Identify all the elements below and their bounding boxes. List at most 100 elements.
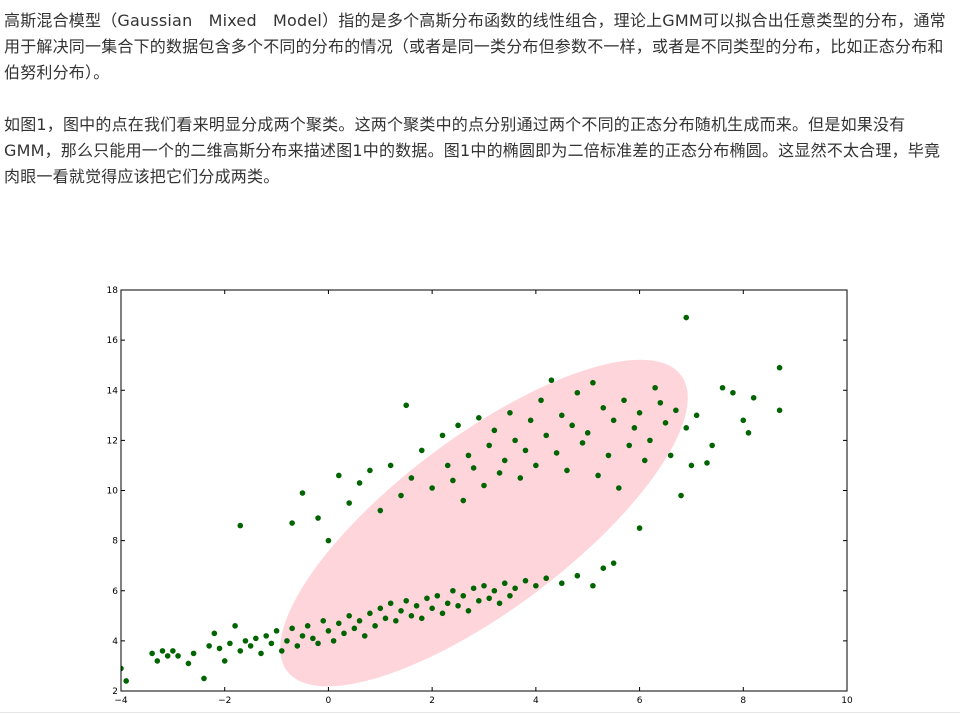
data-point [631, 425, 638, 431]
data-point [709, 442, 715, 449]
data-point [476, 597, 482, 604]
data-point [418, 447, 425, 454]
data-point [460, 592, 467, 599]
x-tick-label: −2 [218, 696, 231, 706]
data-point [247, 643, 254, 649]
data-point [678, 492, 684, 499]
data-point [336, 620, 342, 627]
data-point [616, 485, 622, 491]
data-point [740, 417, 747, 424]
data-point [336, 472, 342, 479]
data-point [450, 477, 456, 484]
data-point [299, 633, 306, 639]
data-point [657, 399, 664, 406]
data-point [439, 610, 446, 617]
data-point [574, 389, 581, 396]
data-point [647, 437, 653, 444]
data-point [590, 379, 596, 386]
data-point [491, 587, 498, 594]
data-point [164, 653, 171, 659]
data-point [636, 410, 643, 416]
data-point [398, 608, 404, 614]
std-ellipse [280, 359, 688, 687]
data-point [159, 648, 166, 654]
intro-paragraph: 高斯混合模型（Gaussian Mixed Model）指的是多个高斯分布函数的… [4, 11, 946, 82]
data-point [242, 638, 249, 644]
data-point [636, 525, 643, 531]
data-point [465, 452, 472, 459]
data-point [361, 633, 368, 639]
data-point [367, 610, 373, 617]
y-tick-label: 12 [107, 436, 118, 446]
data-point [299, 490, 306, 496]
data-point [496, 470, 503, 476]
data-point [595, 472, 601, 479]
data-point [558, 412, 565, 419]
data-point [221, 658, 228, 664]
data-point [439, 432, 446, 439]
data-point [538, 397, 544, 404]
axes: −4 −2 0 2 4 6 8 10 2 4 6 8 10 12 14 16 18 [107, 286, 853, 706]
data-point [170, 648, 176, 654]
data-point [346, 500, 352, 506]
y-tick-label: 14 [107, 386, 119, 396]
data-point [491, 427, 498, 434]
data-point [367, 467, 373, 474]
data-point [325, 537, 332, 544]
data-point [185, 660, 192, 667]
data-point [517, 475, 524, 481]
data-point [512, 437, 518, 444]
data-point [673, 407, 679, 414]
data-point [683, 314, 690, 321]
data-point [564, 467, 570, 474]
data-point [501, 457, 508, 464]
data-point [289, 625, 295, 632]
y-tick-label: 2 [112, 687, 118, 697]
data-point [584, 430, 591, 436]
data-point [455, 602, 461, 609]
data-point [460, 497, 467, 504]
data-point [377, 507, 384, 514]
data-point [450, 587, 456, 594]
data-point [294, 643, 301, 649]
data-point [719, 384, 726, 391]
x-tick-label: 4 [533, 696, 539, 706]
data-point [190, 650, 197, 657]
data-point [253, 635, 259, 642]
y-tick-label: 4 [112, 637, 118, 647]
data-point [626, 442, 632, 449]
data-point [776, 407, 783, 414]
data-point [481, 582, 487, 589]
plot-area [121, 314, 783, 687]
data-point [590, 582, 596, 589]
data-point [533, 462, 539, 469]
data-point [320, 618, 327, 624]
data-point [470, 465, 477, 471]
y-tick-label: 16 [107, 336, 119, 346]
scatter-chart: −4 −2 0 2 4 6 8 10 2 4 6 8 10 12 14 16 18 [107, 286, 853, 706]
data-point [403, 597, 410, 604]
data-point [610, 560, 617, 566]
data-point [273, 628, 280, 634]
data-point [481, 482, 487, 489]
data-point [227, 640, 233, 647]
data-point [610, 417, 617, 424]
data-point [206, 643, 212, 649]
data-point [121, 665, 124, 672]
data-point [232, 623, 238, 629]
data-point [501, 580, 508, 587]
data-point [693, 412, 700, 419]
data-point [600, 565, 607, 571]
data-point [621, 397, 627, 404]
data-point [548, 377, 555, 384]
data-point [600, 404, 607, 411]
data-point [750, 394, 757, 401]
data-point [730, 389, 736, 396]
data-point [330, 638, 337, 644]
data-point [579, 440, 586, 446]
y-tick-label: 10 [107, 487, 119, 497]
data-point [496, 600, 503, 607]
x-tick-label: 0 [326, 696, 332, 706]
data-point [258, 650, 264, 657]
figure-description-paragraph: 如图1，图中的点在我们看来明显分成两个聚类。这两个聚类中的点分别通过两个不同的正… [4, 115, 941, 186]
